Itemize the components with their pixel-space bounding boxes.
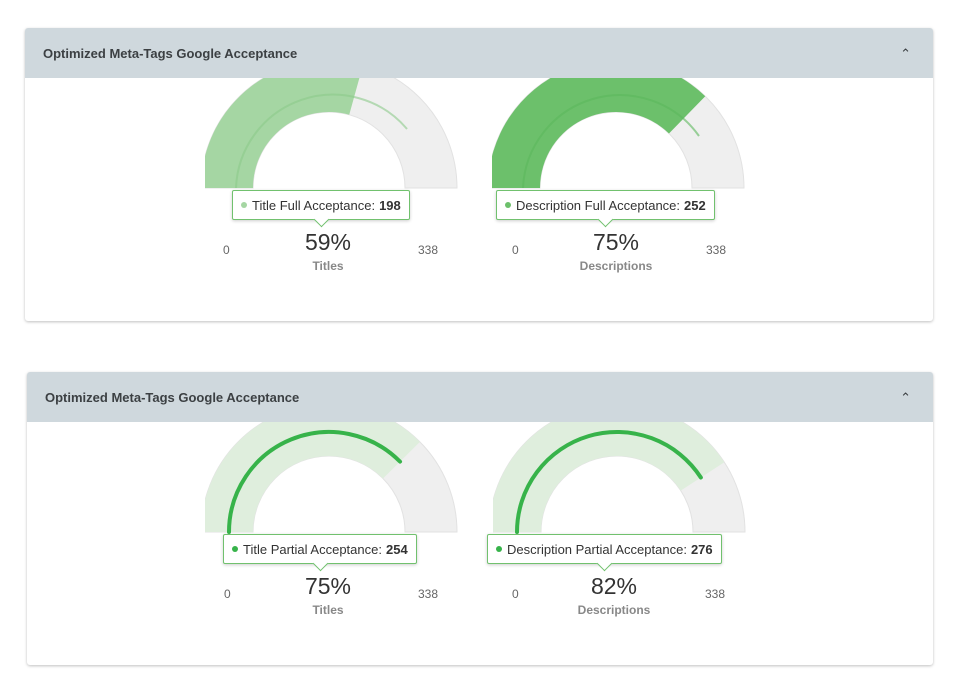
gauge-label: Titles <box>312 603 344 617</box>
tooltip-label: Description Full Acceptance: <box>516 197 681 213</box>
panel-title: Optimized Meta-Tags Google Acceptance <box>45 389 300 405</box>
gauge-tooltip: Description Partial Acceptance: 276 <box>487 534 722 572</box>
gauge-label: Titles <box>312 259 344 273</box>
gauge-label: Descriptions <box>579 259 653 273</box>
gauge-min-label: 0 <box>512 243 519 257</box>
tooltip-label: Title Full Acceptance: <box>252 197 376 213</box>
gauge-min-label: 0 <box>223 243 230 257</box>
partial-acceptance-panel: Optimized Meta-Tags Google Acceptance ⌃ <box>27 372 933 665</box>
panel-header: Optimized Meta-Tags Google Acceptance ⌃ <box>27 372 933 422</box>
gauge-tooltip: Title Partial Acceptance: 254 <box>223 534 417 572</box>
tooltip-value: 276 <box>690 541 713 557</box>
gauge-chart <box>205 422 458 534</box>
gauge-max-label: 338 <box>418 587 439 601</box>
series-dot-icon <box>232 546 238 552</box>
gauge-percent: 82% <box>590 573 638 599</box>
full-acceptance-panel: Optimized Meta-Tags Google Acceptance ⌃ <box>25 28 933 321</box>
gauge-tooltip: Description Full Acceptance: 252 <box>496 190 715 228</box>
descriptions-full-gauge <box>492 78 792 273</box>
gauge-percent: 75% <box>304 573 352 599</box>
tooltip-value: 252 <box>684 197 706 213</box>
gauge-max-label: 338 <box>418 243 439 257</box>
gauge-percent: 59% <box>304 229 352 255</box>
gauge-min-label: 0 <box>512 587 519 601</box>
gauge-chart <box>205 78 505 273</box>
descriptions-partial-gauge <box>493 422 793 617</box>
panel-title: Optimized Meta-Tags Google Acceptance <box>43 45 298 61</box>
gauge-max-label: 338 <box>706 243 727 257</box>
gauge-tooltip: Title Full Acceptance: 198 <box>232 190 410 228</box>
tooltip-value: 254 <box>385 541 408 557</box>
tooltip-label: Title Partial Acceptance: <box>243 541 382 557</box>
gauge-percent: 75% <box>592 229 640 255</box>
series-dot-icon <box>505 202 511 208</box>
series-dot-icon <box>496 546 502 552</box>
chevron-up-icon[interactable]: ⌃ <box>900 389 911 405</box>
titles-full-gauge <box>205 78 505 273</box>
panel-header: Optimized Meta-Tags Google Acceptance ⌃ <box>25 28 933 78</box>
partial-bar <box>515 430 703 534</box>
tooltip-label: Description Partial Acceptance: <box>507 541 687 557</box>
tooltip-value: 198 <box>379 197 401 213</box>
partial-track <box>493 422 725 532</box>
partial-bar <box>227 430 403 534</box>
gauge-row <box>25 78 933 321</box>
partial-track <box>205 422 420 532</box>
gauge-max-label: 338 <box>705 587 726 601</box>
gauge-row <box>27 422 933 665</box>
chevron-up-icon[interactable]: ⌃ <box>900 45 911 61</box>
series-dot-icon <box>241 202 247 208</box>
gauge-chart <box>492 78 745 189</box>
full-arc <box>205 78 360 188</box>
gauge-min-label: 0 <box>224 587 231 601</box>
titles-partial-gauge <box>205 422 505 617</box>
gauge-chart <box>493 422 746 534</box>
full-arc <box>492 78 706 188</box>
gauge-label: Descriptions <box>577 603 651 617</box>
